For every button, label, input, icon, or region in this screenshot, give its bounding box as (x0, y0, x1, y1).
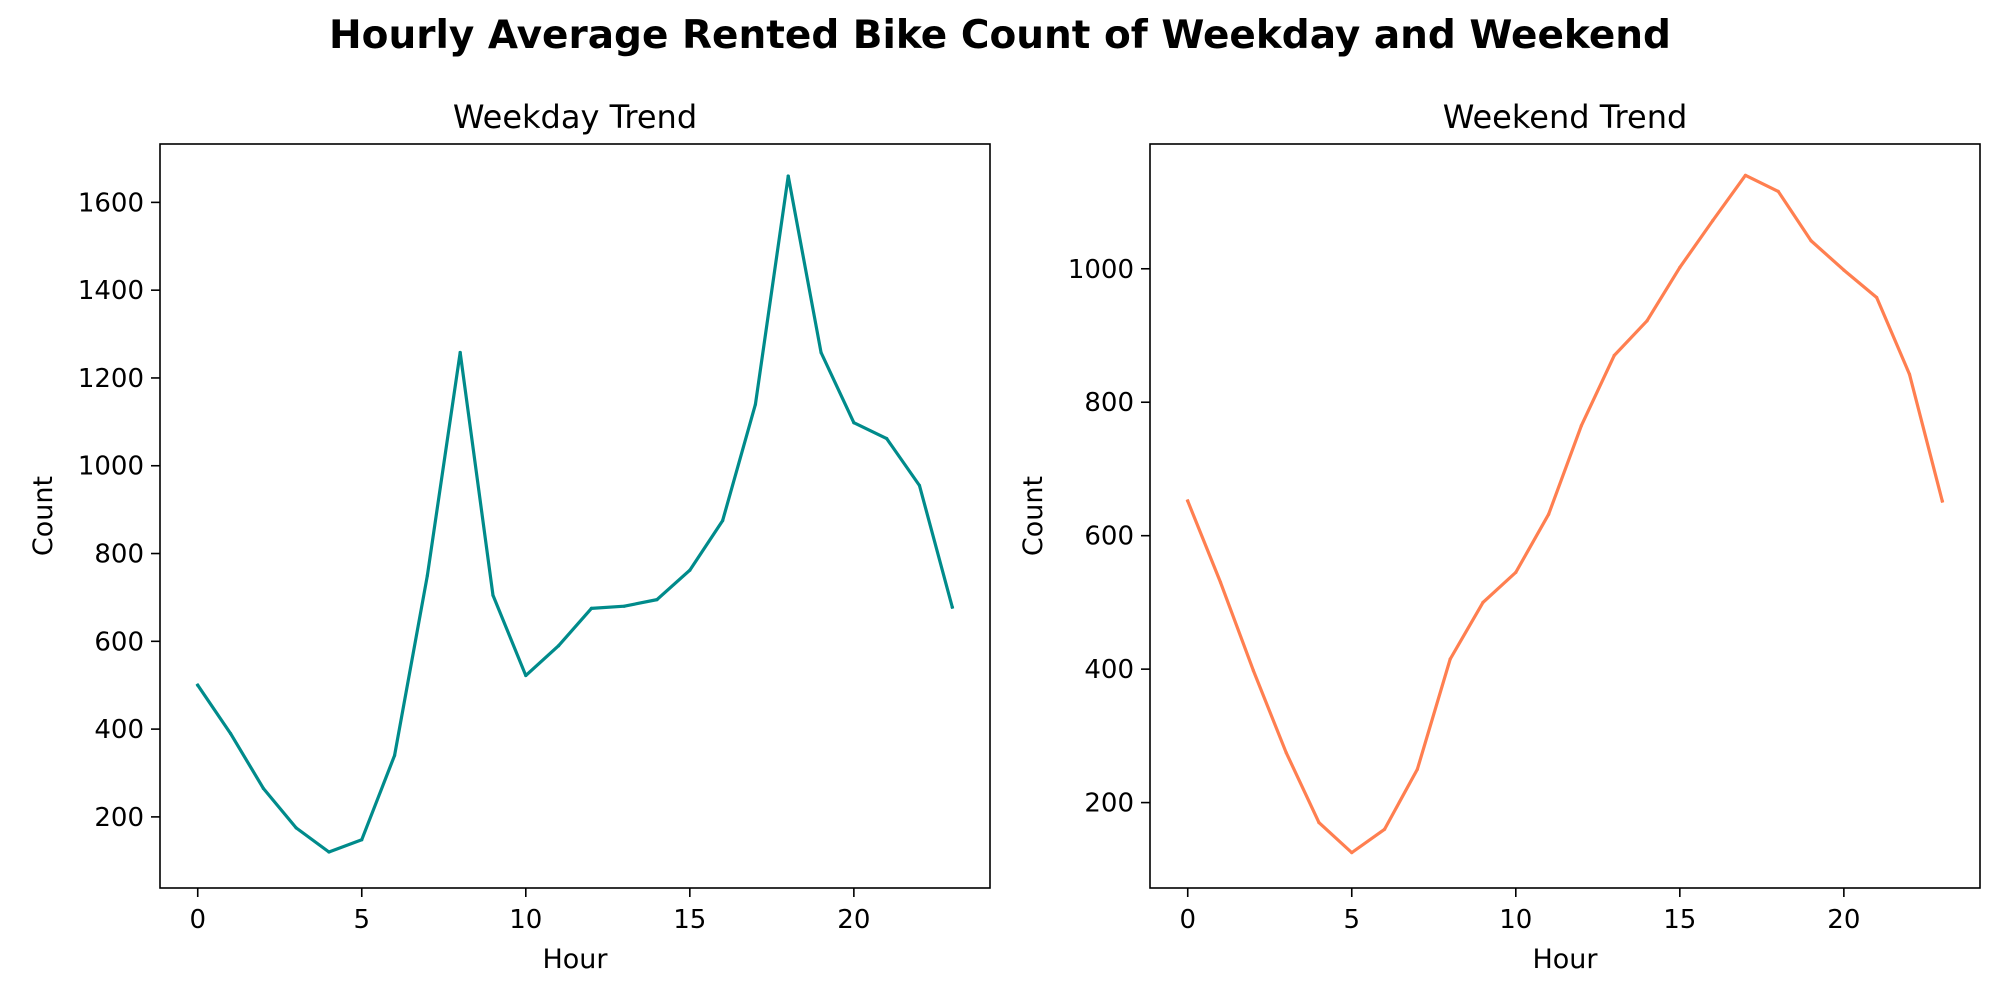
weekday-data-point (458, 350, 462, 355)
weekday-data-point (294, 826, 298, 830)
weekday-data-point (196, 683, 200, 687)
weekend-x-tick-label: 20 (1827, 905, 1860, 935)
weekend-y-axis-label: Count (1018, 476, 1049, 556)
weekend-data-point (1382, 827, 1387, 831)
weekend-x-tick-label: 5 (1343, 905, 1360, 935)
weekday-y-tick-label: 600 (94, 627, 144, 657)
weekend-panel-title: Weekend Trend (1443, 98, 1688, 136)
weekend-data-point (1317, 821, 1321, 825)
weekend-y-tick-label: 400 (1084, 655, 1134, 685)
weekday-x-tick-label: 0 (189, 905, 206, 935)
weekend-data-point (1743, 173, 1748, 177)
weekday-data-point (753, 402, 758, 406)
weekend-data-point (1514, 570, 1518, 574)
weekend-y-tick-label: 1000 (1068, 255, 1134, 285)
weekend-data-point (1809, 239, 1813, 243)
weekday-data-point (655, 598, 659, 602)
weekday-plot-frame (159, 143, 991, 889)
weekend-data-point (1842, 268, 1846, 272)
weekday-y-tick-label: 1000 (78, 452, 144, 482)
weekend-data-point (1907, 372, 1912, 376)
weekday-data-point (622, 604, 626, 608)
weekday-data-point (557, 644, 561, 648)
weekday-y-tick-label: 1400 (78, 276, 144, 306)
weekday-data-point (392, 753, 397, 758)
figure-title: Hourly Average Rented Bike Count of Week… (329, 13, 1671, 58)
weekend-y-tick-label: 600 (1084, 522, 1134, 552)
weekend-data-point (1940, 499, 1944, 503)
weekday-data-point (524, 673, 528, 678)
weekday-data-point (885, 436, 889, 441)
weekday-data-point (688, 568, 692, 572)
weekend-y-tick-label: 200 (1084, 789, 1134, 819)
weekday-y-tick-label: 1200 (78, 364, 144, 394)
weekend-data-point (1284, 750, 1288, 755)
weekday-data-point (721, 519, 725, 523)
weekday-x-tick-label: 15 (673, 905, 706, 935)
weekend-x-tick-label: 10 (1499, 905, 1532, 935)
weekday-data-point (917, 483, 922, 488)
weekday-y-axis-label: Count (28, 476, 59, 556)
weekday-data-point (786, 174, 790, 178)
weekday-data-point (327, 850, 331, 854)
weekend-panel: Weekend Trend 0 5 10 15 20 200 400 600 800 1000 Hou… (1018, 98, 1981, 975)
weekday-data-point (425, 573, 429, 578)
weekday-data-point (819, 350, 823, 355)
weekend-x-tick-label: 15 (1663, 905, 1696, 935)
weekend-data-point (1547, 512, 1551, 516)
weekend-data-point (1678, 265, 1682, 270)
weekend-series-line (1185, 173, 1945, 855)
weekday-x-tick-label: 10 (509, 905, 542, 935)
weekend-x-axis-label: Hour (1532, 944, 1598, 975)
weekday-data-point (228, 731, 233, 736)
weekday-panel-title: Weekday Trend (453, 98, 697, 136)
weekday-y-tick-label: 1600 (78, 188, 144, 218)
weekday-x-tick-label: 5 (353, 905, 370, 935)
weekend-plot-frame (1149, 143, 1981, 889)
weekday-y-tick-label: 800 (94, 540, 144, 570)
weekday-data-point (261, 786, 265, 790)
weekend-data-point (1612, 353, 1616, 358)
weekend-data-point (1711, 219, 1715, 223)
weekday-series-line (195, 174, 955, 854)
weekend-data-point (1186, 499, 1190, 503)
weekend-data-point (1481, 600, 1485, 605)
weekend-y-tick-label: 800 (1084, 388, 1134, 418)
weekday-data-point (852, 421, 856, 425)
weekend-data-point (1579, 423, 1583, 428)
weekend-data-point (1776, 189, 1780, 193)
weekday-data-point (360, 838, 364, 842)
weekday-data-point (491, 593, 495, 597)
weekend-x-tick-label: 0 (1179, 905, 1196, 935)
weekend-data-point (1645, 319, 1649, 323)
weekend-data-point (1251, 668, 1255, 673)
weekend-data-point (1875, 295, 1879, 300)
weekday-y-tick-label: 200 (94, 803, 144, 833)
weekend-data-point (1218, 580, 1223, 584)
weekday-panel: Weekday Trend 0 5 10 15 20 200 400 600 800 1000 120… (28, 98, 991, 975)
weekend-data-point (1448, 657, 1452, 661)
weekday-x-tick-label: 20 (837, 905, 870, 935)
weekday-y-tick-label: 400 (94, 715, 144, 745)
weekday-data-point (950, 605, 954, 609)
weekend-data-point (1415, 767, 1419, 771)
weekday-x-axis-label: Hour (542, 944, 608, 975)
weekday-data-point (589, 606, 594, 611)
weekend-data-point (1350, 851, 1354, 855)
